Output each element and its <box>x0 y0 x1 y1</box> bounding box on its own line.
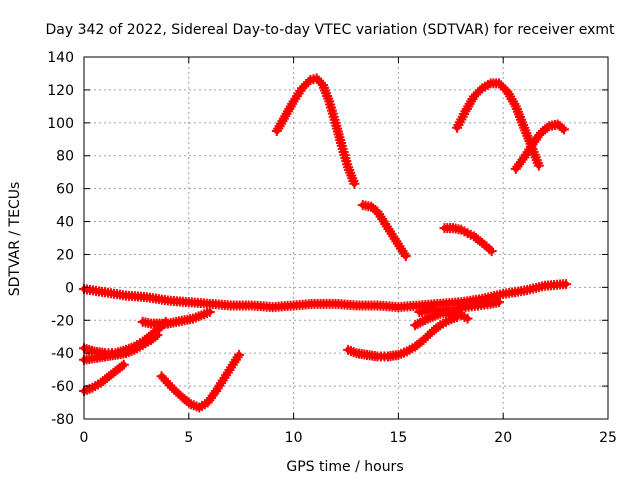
y-tick-label: -60 <box>51 379 74 395</box>
data-point <box>542 122 553 133</box>
data-point <box>558 124 569 135</box>
data-point <box>234 349 245 360</box>
y-tick-label: 80 <box>56 149 74 165</box>
data-point <box>118 359 129 370</box>
x-tick-label: 25 <box>599 430 617 446</box>
series-arc-11 <box>156 349 245 413</box>
x-tick-label: 5 <box>184 430 193 446</box>
grid <box>84 57 608 419</box>
series-arc-14 <box>414 305 473 324</box>
data-point <box>150 331 161 342</box>
series-arc-1 <box>271 73 360 189</box>
data-point <box>400 251 411 262</box>
data-point <box>533 160 544 171</box>
series-arc-12 <box>343 311 463 362</box>
series-arc-4 <box>510 119 569 174</box>
series-arc-5 <box>439 223 497 257</box>
y-tick-label: 120 <box>47 83 74 99</box>
series-arc-6 <box>79 279 572 313</box>
data-point <box>561 279 572 290</box>
series-arc-10 <box>79 359 129 397</box>
y-tick-label: -80 <box>51 412 74 428</box>
data-point <box>486 246 497 257</box>
y-axis-label: SDTVAR / TECUs <box>7 182 23 297</box>
series-arc-3 <box>452 78 544 171</box>
x-tick-label: 0 <box>80 430 89 446</box>
data-point <box>204 307 215 318</box>
x-axis-label: GPS time / hours <box>286 459 403 475</box>
y-tick-label: 20 <box>56 247 74 263</box>
x-tick-label: 15 <box>389 430 407 446</box>
data-points <box>79 73 572 413</box>
data-point <box>349 178 360 189</box>
data-point <box>494 297 505 308</box>
data-point <box>462 313 473 324</box>
y-tick-label: 0 <box>65 280 74 296</box>
x-tick-label: 10 <box>285 430 303 446</box>
series-arc-8 <box>79 330 163 365</box>
data-point <box>116 361 127 372</box>
y-tick-label: 40 <box>56 215 74 231</box>
plot-frame <box>83 56 609 420</box>
axis-ticks: 0 5 10 15 20 25 -80 -60 -40 -20 0 20 40 60 80 100 120 140 <box>47 50 617 446</box>
series-arc-9 <box>137 307 215 329</box>
y-tick-label: 100 <box>47 116 74 132</box>
chart-title: Day 342 of 2022, Sidereal Day-to-day VTE… <box>46 22 616 38</box>
y-tick-label: -40 <box>51 346 74 362</box>
data-point <box>303 77 314 88</box>
data-point <box>556 122 567 133</box>
y-tick-label: -20 <box>51 313 74 329</box>
y-tick-label: 140 <box>47 50 74 66</box>
data-point <box>152 330 163 341</box>
y-tick-label: 60 <box>56 182 74 198</box>
x-tick-label: 20 <box>494 430 512 446</box>
series-arc-2 <box>357 200 411 262</box>
